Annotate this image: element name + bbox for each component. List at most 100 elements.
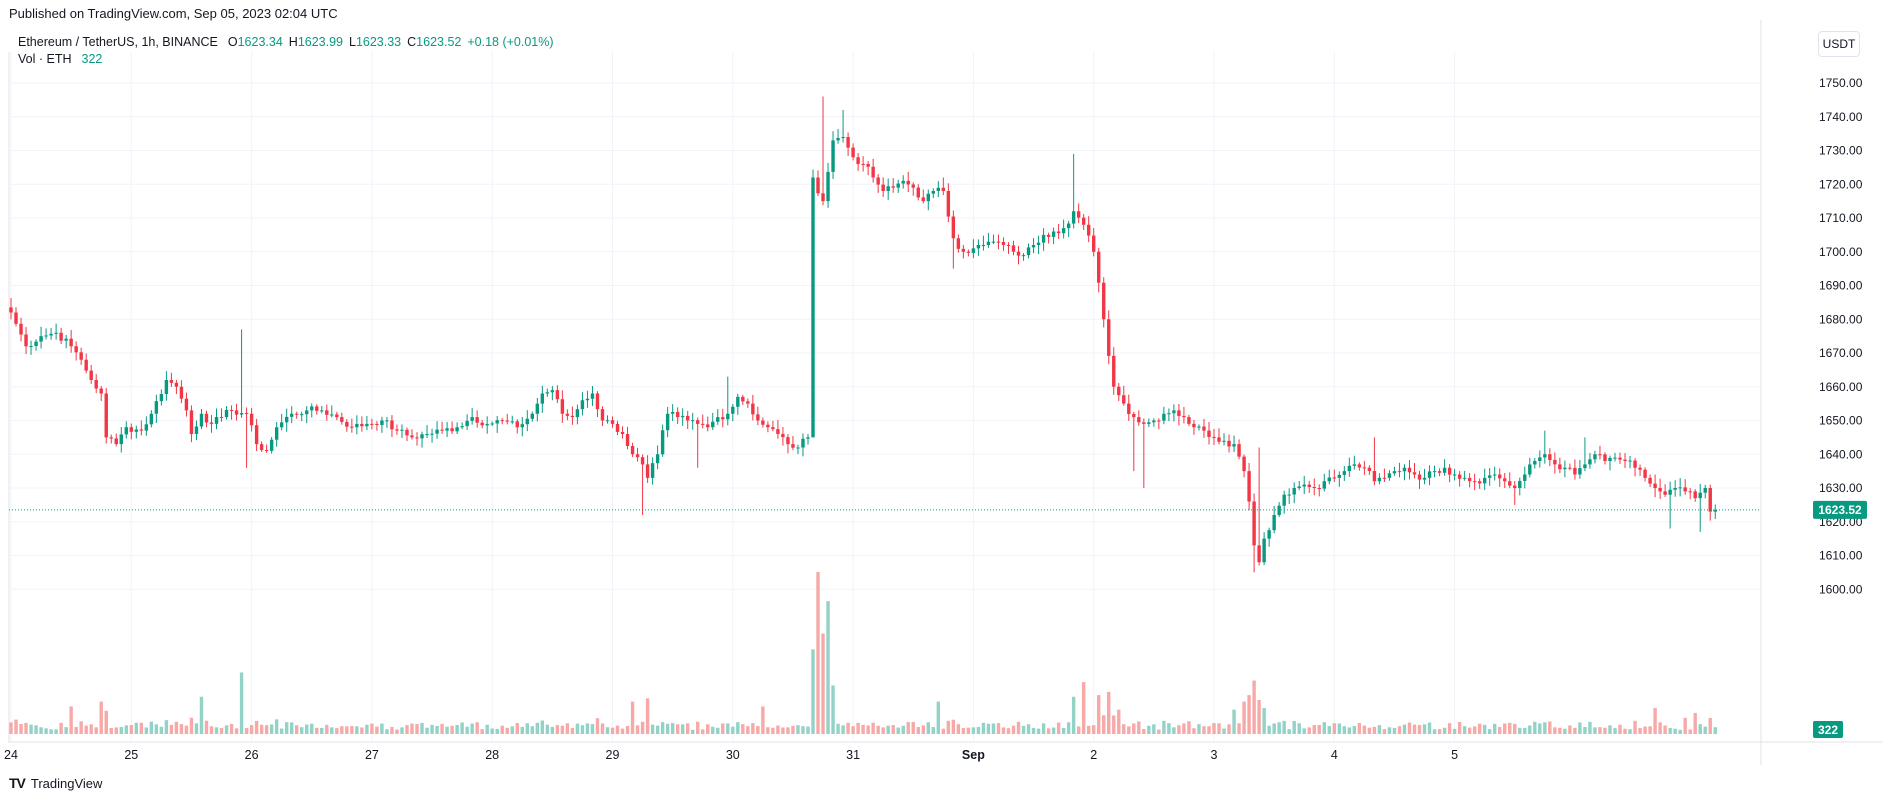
- candle-down: [856, 157, 860, 164]
- candle-up: [1322, 481, 1326, 489]
- volume-bar: [1628, 729, 1632, 734]
- volume-bar: [1292, 720, 1296, 734]
- volume-bar: [1327, 726, 1331, 734]
- candle-down: [450, 428, 454, 432]
- candle-down: [59, 332, 63, 341]
- volume-bar: [249, 725, 254, 734]
- volume-bar: [290, 722, 294, 734]
- candle-up: [1297, 486, 1301, 488]
- candle-down: [876, 177, 880, 185]
- currency-button[interactable]: USDT: [1818, 31, 1860, 57]
- volume-bar: [996, 723, 1001, 734]
- candle-up: [605, 420, 610, 422]
- volume-bar: [901, 725, 905, 734]
- volume-bar: [1598, 727, 1602, 734]
- price-tick-label: 1640.00: [1819, 447, 1863, 461]
- volume-bar: [1257, 699, 1261, 734]
- candle-up: [1673, 488, 1677, 490]
- volume-bar: [1307, 727, 1311, 734]
- time-tick-label: 25: [124, 748, 138, 762]
- candle-up: [1031, 245, 1036, 248]
- candle-up: [1613, 457, 1617, 459]
- volume-bar: [284, 722, 289, 734]
- volume-label[interactable]: Vol · ETH: [18, 52, 72, 66]
- time-axis[interactable]: 24 25 26 27 28 29 30 31 Sep 2 3 4 5: [4, 748, 1458, 762]
- volume-bar: [385, 729, 389, 734]
- volume-bar: [29, 724, 33, 734]
- candle-down: [741, 396, 745, 402]
- candle-down: [1553, 459, 1557, 465]
- candle-down: [776, 429, 780, 434]
- time-tick-label: 4: [1331, 748, 1338, 762]
- volume-bar: [300, 727, 304, 734]
- candle-down: [1217, 437, 1221, 442]
- volume-bar: [1051, 727, 1056, 734]
- price-tick-label: 1660.00: [1819, 380, 1863, 394]
- volume-bar: [1457, 721, 1462, 734]
- candle-down: [595, 393, 600, 410]
- candle-down: [1598, 454, 1602, 456]
- candle-up: [886, 186, 890, 191]
- candle-up: [1036, 242, 1041, 245]
- candle-up: [455, 427, 459, 432]
- volume-bar: [966, 727, 971, 734]
- candle-down: [350, 426, 354, 428]
- volume-bar: [1322, 722, 1326, 734]
- volume-bar: [1508, 722, 1512, 734]
- candle-up: [44, 335, 48, 337]
- candles: [9, 96, 1717, 573]
- symbol-label[interactable]: Ethereum / TetherUS, 1h, BINANCE: [18, 35, 218, 49]
- candle-down: [1472, 481, 1477, 483]
- candle-down: [1457, 474, 1462, 479]
- candle-up: [1066, 223, 1071, 229]
- candle-down: [1307, 484, 1311, 488]
- volume-bar: [325, 724, 329, 734]
- volume-bar: [159, 726, 164, 734]
- volume-bar: [791, 725, 795, 734]
- volume-bar: [405, 725, 409, 734]
- candle-up: [1152, 420, 1156, 423]
- candle-up: [1302, 484, 1306, 487]
- volume-bar: [986, 723, 991, 734]
- candle-down: [19, 323, 23, 335]
- volume-bar: [1543, 722, 1547, 734]
- candle-down: [94, 380, 98, 389]
- volume-bar: [841, 725, 845, 734]
- volume-bar: [1593, 727, 1597, 734]
- candle-down: [1503, 478, 1507, 482]
- tradingview-brand[interactable]: TV TradingView: [9, 775, 102, 791]
- candle-down: [1558, 464, 1562, 470]
- time-tick-label: 5: [1451, 748, 1458, 762]
- candle-down: [234, 410, 239, 415]
- candle-down: [129, 427, 133, 432]
- volume-bar: [1197, 724, 1201, 734]
- candle-down: [861, 163, 865, 165]
- candle-up: [976, 245, 981, 249]
- candle-down: [345, 421, 349, 427]
- volume-bar: [836, 723, 840, 734]
- volume-bar: [430, 724, 434, 734]
- candle-down: [24, 334, 28, 347]
- candle-up: [1061, 228, 1066, 234]
- price-axis[interactable]: 1600.001610.001620.001630.001640.001650.…: [1819, 76, 1863, 596]
- volume-bar: [595, 718, 600, 734]
- candle-down: [370, 423, 374, 425]
- candle-up: [310, 406, 314, 411]
- volume-bar: [816, 572, 820, 734]
- volume-bar: [365, 724, 369, 734]
- candle-down: [174, 382, 179, 387]
- candle-up: [826, 171, 830, 202]
- volume-bar: [1658, 722, 1662, 734]
- volume-bar: [1162, 720, 1166, 734]
- candle-down: [941, 187, 946, 191]
- volume-bar: [515, 723, 519, 734]
- candle-down: [99, 388, 103, 394]
- time-tick-label: 24: [4, 748, 18, 762]
- candle-up: [29, 345, 33, 347]
- volume-bar: [259, 724, 264, 734]
- time-tick-label: 2: [1090, 748, 1097, 762]
- volume-bar: [1442, 727, 1447, 734]
- volume-bar: [1237, 723, 1241, 734]
- volume-bar: [831, 685, 835, 734]
